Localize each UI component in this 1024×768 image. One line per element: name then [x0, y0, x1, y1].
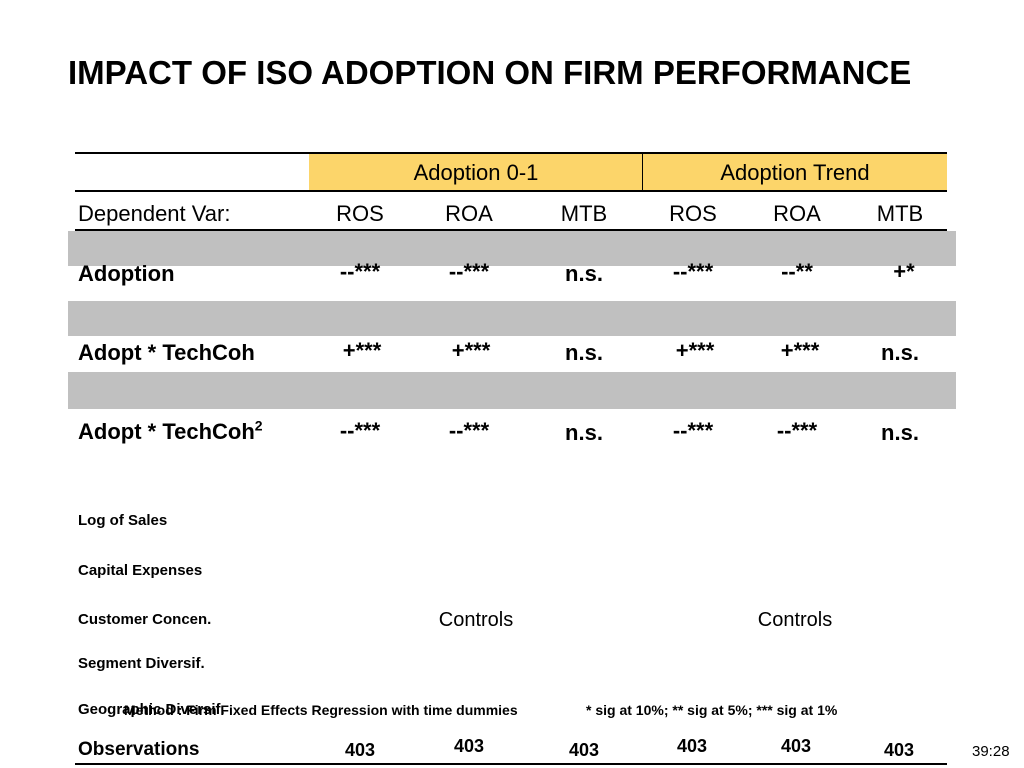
column-header-rule: [75, 229, 947, 231]
method-note: Method : Firm Fixed Effects Regression w…: [124, 702, 518, 718]
table-cell: --***: [672, 418, 714, 443]
table-cell: +***: [675, 338, 715, 363]
column-header: ROS: [669, 201, 717, 226]
observation-count: 403: [676, 736, 708, 756]
table-cell: --***: [448, 259, 490, 284]
superscript: 2: [254, 417, 263, 434]
group-header-fill: [309, 154, 947, 190]
control-item: Capital Expenses: [78, 562, 203, 579]
table-cell: --***: [776, 418, 818, 443]
observation-count: 403: [344, 740, 376, 760]
table-cell: +*: [893, 259, 915, 284]
table-cell: +***: [342, 338, 382, 363]
table-cell: --***: [448, 418, 490, 443]
significance-note: * sig at 10%; ** sig at 5%; *** sig at 1…: [586, 702, 838, 718]
row-label-adopt-techcoh-squared: Adopt * TechCoh2: [78, 419, 263, 445]
table-cell: n.s.: [565, 261, 603, 286]
header-rule: [75, 190, 947, 192]
observations-label: Observations: [78, 739, 200, 760]
column-header: ROA: [445, 201, 493, 226]
column-header: MTB: [876, 201, 924, 226]
control-item: Customer Concen.: [78, 611, 212, 628]
table-band: [68, 301, 956, 336]
table-top-rule: [75, 152, 947, 154]
row-label-text: Adopt * TechCoh: [78, 419, 255, 444]
table-cell: n.s.: [565, 420, 603, 445]
control-item: Segment Diversif.: [78, 655, 205, 672]
table-band: [68, 231, 956, 266]
controls-label-right: Controls: [757, 609, 833, 631]
observation-count: 403: [453, 736, 485, 756]
observation-count: 403: [883, 740, 915, 760]
table-bottom-rule: [75, 763, 947, 765]
table-cell: +***: [780, 338, 820, 363]
table-cell: --***: [339, 418, 381, 443]
table-cell: n.s.: [881, 420, 919, 445]
dependent-var-label: Dependent Var:: [78, 201, 231, 226]
group-divider: [642, 154, 643, 190]
column-header: MTB: [560, 201, 608, 226]
table-cell: n.s.: [565, 340, 603, 365]
table-cell: --***: [672, 259, 714, 284]
column-header: ROA: [773, 201, 821, 226]
page-title: IMPACT OF ISO ADOPTION ON FIRM PERFORMAN…: [68, 54, 912, 91]
table-cell: +***: [451, 338, 491, 363]
row-label-adopt-techcoh: Adopt * TechCoh: [78, 340, 255, 365]
row-label-adoption: Adoption: [78, 261, 175, 286]
group-header-adoption-01: Adoption 0-1: [413, 160, 539, 185]
table-band: [68, 372, 956, 409]
observation-count: 403: [780, 736, 812, 756]
control-item: Log of Sales: [78, 512, 168, 529]
table-cell: --***: [339, 259, 381, 284]
observation-count: 403: [568, 740, 600, 760]
control-item: Geographic Diversif.: [78, 701, 225, 718]
slide-number: 39:28: [972, 743, 1010, 760]
table-cell: --**: [781, 259, 813, 284]
column-header: ROS: [336, 201, 384, 226]
controls-label-left: Controls: [438, 609, 514, 631]
table-cell: n.s.: [881, 340, 919, 365]
group-header-adoption-trend: Adoption Trend: [720, 160, 870, 185]
